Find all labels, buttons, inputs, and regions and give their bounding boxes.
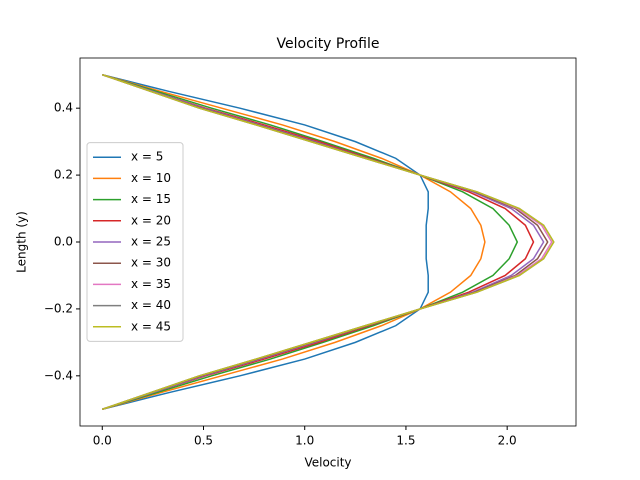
legend-label: x = 25 (131, 235, 171, 249)
y-tick-label: −0.4 (44, 368, 73, 382)
legend-label: x = 45 (131, 319, 171, 333)
x-axis-label: Velocity (304, 456, 351, 470)
legend-label: x = 30 (131, 256, 171, 270)
line-series (102, 74, 519, 410)
y-axis-label: Length (y) (15, 211, 29, 273)
legend-label: x = 40 (131, 298, 171, 312)
chart-title: Velocity Profile (277, 36, 380, 52)
x-tick-label: 2.0 (498, 434, 517, 448)
legend-label: x = 5 (131, 150, 163, 164)
x-tick-label: 0.5 (194, 434, 213, 448)
x-tick-label: 0.0 (93, 434, 112, 448)
y-tick-label: 0.2 (54, 168, 73, 182)
line-series (102, 74, 486, 410)
line-series (102, 73, 429, 411)
legend-label: x = 35 (131, 277, 171, 291)
plot-frame (79, 57, 577, 427)
y-tick-label: −0.2 (44, 301, 73, 315)
y-tick-label: 0.0 (54, 235, 73, 249)
x-tick-label: 1.5 (396, 434, 415, 448)
line-series (102, 74, 555, 410)
y-tick-label: 0.4 (54, 101, 73, 115)
x-tick-label: 1.0 (295, 434, 314, 448)
legend-label: x = 10 (131, 171, 171, 185)
legend-label: x = 20 (131, 213, 171, 227)
line-series (102, 74, 535, 410)
legend-label: x = 15 (131, 192, 171, 206)
legend-box (86, 142, 184, 342)
